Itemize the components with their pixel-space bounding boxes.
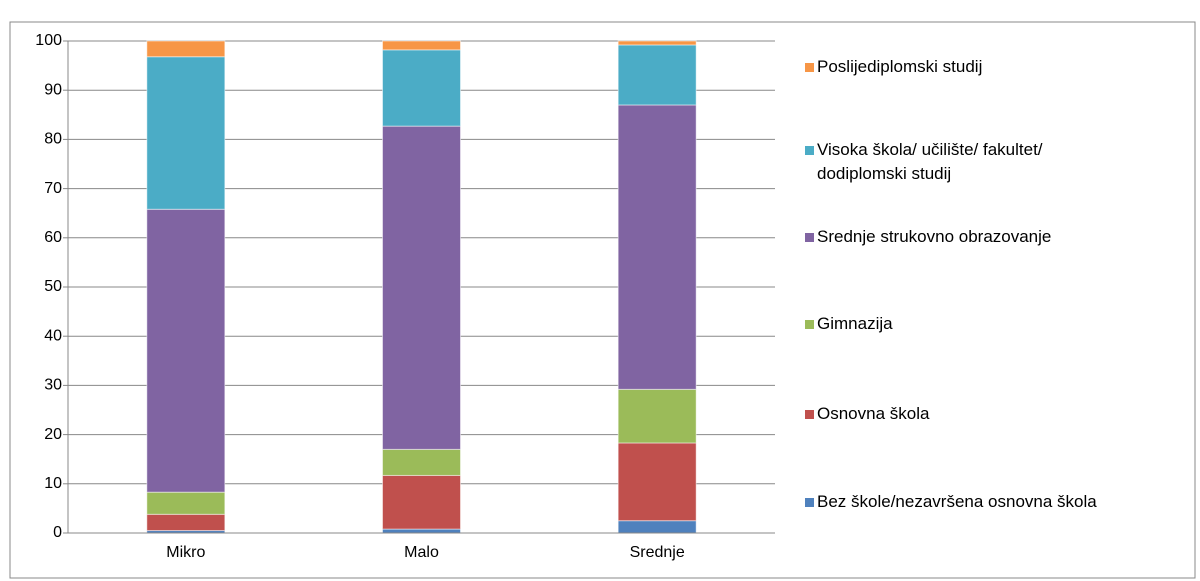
bar-segment	[617, 520, 697, 534]
legend-swatch	[805, 410, 814, 419]
bar-segment	[617, 388, 697, 444]
legend-swatch	[805, 63, 814, 72]
bar-segment	[617, 40, 697, 46]
x-tick-label: Mikro	[166, 544, 205, 561]
bar-segment	[382, 474, 461, 530]
legend-item: Bez škole/nezavršena osnovna škola	[805, 490, 1105, 514]
bar-segment	[617, 44, 697, 106]
y-tick-label: 40	[44, 327, 62, 344]
y-tick-label: 80	[44, 131, 62, 148]
legend-item: Poslijediplomski studij	[805, 55, 1105, 79]
bar-segment	[382, 448, 461, 476]
legend-item: Visoka škola/ učilište/ fakultet/ dodipl…	[805, 138, 1105, 186]
legend-swatch	[805, 320, 814, 329]
legend-label: Poslijediplomski studij	[817, 57, 983, 76]
y-tick-label: 90	[44, 81, 62, 98]
x-tick-label: Malo	[404, 544, 439, 561]
legend: Bez škole/nezavršena osnovna škola Osnovn…	[805, 40, 1185, 540]
legend-swatch	[805, 498, 814, 507]
legend-label: Srednje strukovno obrazovanje	[817, 227, 1052, 246]
legend-label: Visoka škola/ učilište/ fakultet/ dodipl…	[817, 140, 1043, 183]
legend-item: Srednje strukovno obrazovanje	[805, 225, 1105, 249]
bar-segment	[382, 125, 461, 450]
bar-segment	[146, 56, 226, 210]
y-tick-label: 20	[44, 426, 62, 443]
bar-segment	[617, 104, 697, 390]
legend-label: Gimnazija	[817, 314, 893, 333]
legend-swatch	[805, 146, 814, 155]
legend-label: Osnovna škola	[817, 404, 930, 423]
y-tick-label: 10	[44, 475, 62, 492]
y-tick-label: 0	[53, 524, 62, 541]
bar-segment	[382, 49, 461, 127]
legend-swatch	[805, 233, 814, 242]
bar-segment	[382, 40, 461, 51]
y-tick-label: 30	[44, 377, 62, 394]
x-tick-label: Srednje	[630, 544, 685, 561]
legend-item: Gimnazija	[805, 312, 1105, 336]
bar-segment	[146, 40, 226, 58]
y-tick-label: 60	[44, 229, 62, 246]
y-tick-label: 70	[44, 180, 62, 197]
y-tick-label: 100	[35, 32, 62, 49]
bar-segment	[146, 208, 226, 493]
legend-label: Bez škole/nezavršena osnovna škola	[817, 492, 1097, 511]
bar-segment	[382, 528, 461, 534]
bar-segment	[146, 491, 226, 515]
bar-segment	[617, 442, 697, 522]
legend-item: Osnovna škola	[805, 402, 1105, 426]
y-tick-label: 50	[44, 278, 62, 295]
bar-segment	[146, 513, 226, 532]
